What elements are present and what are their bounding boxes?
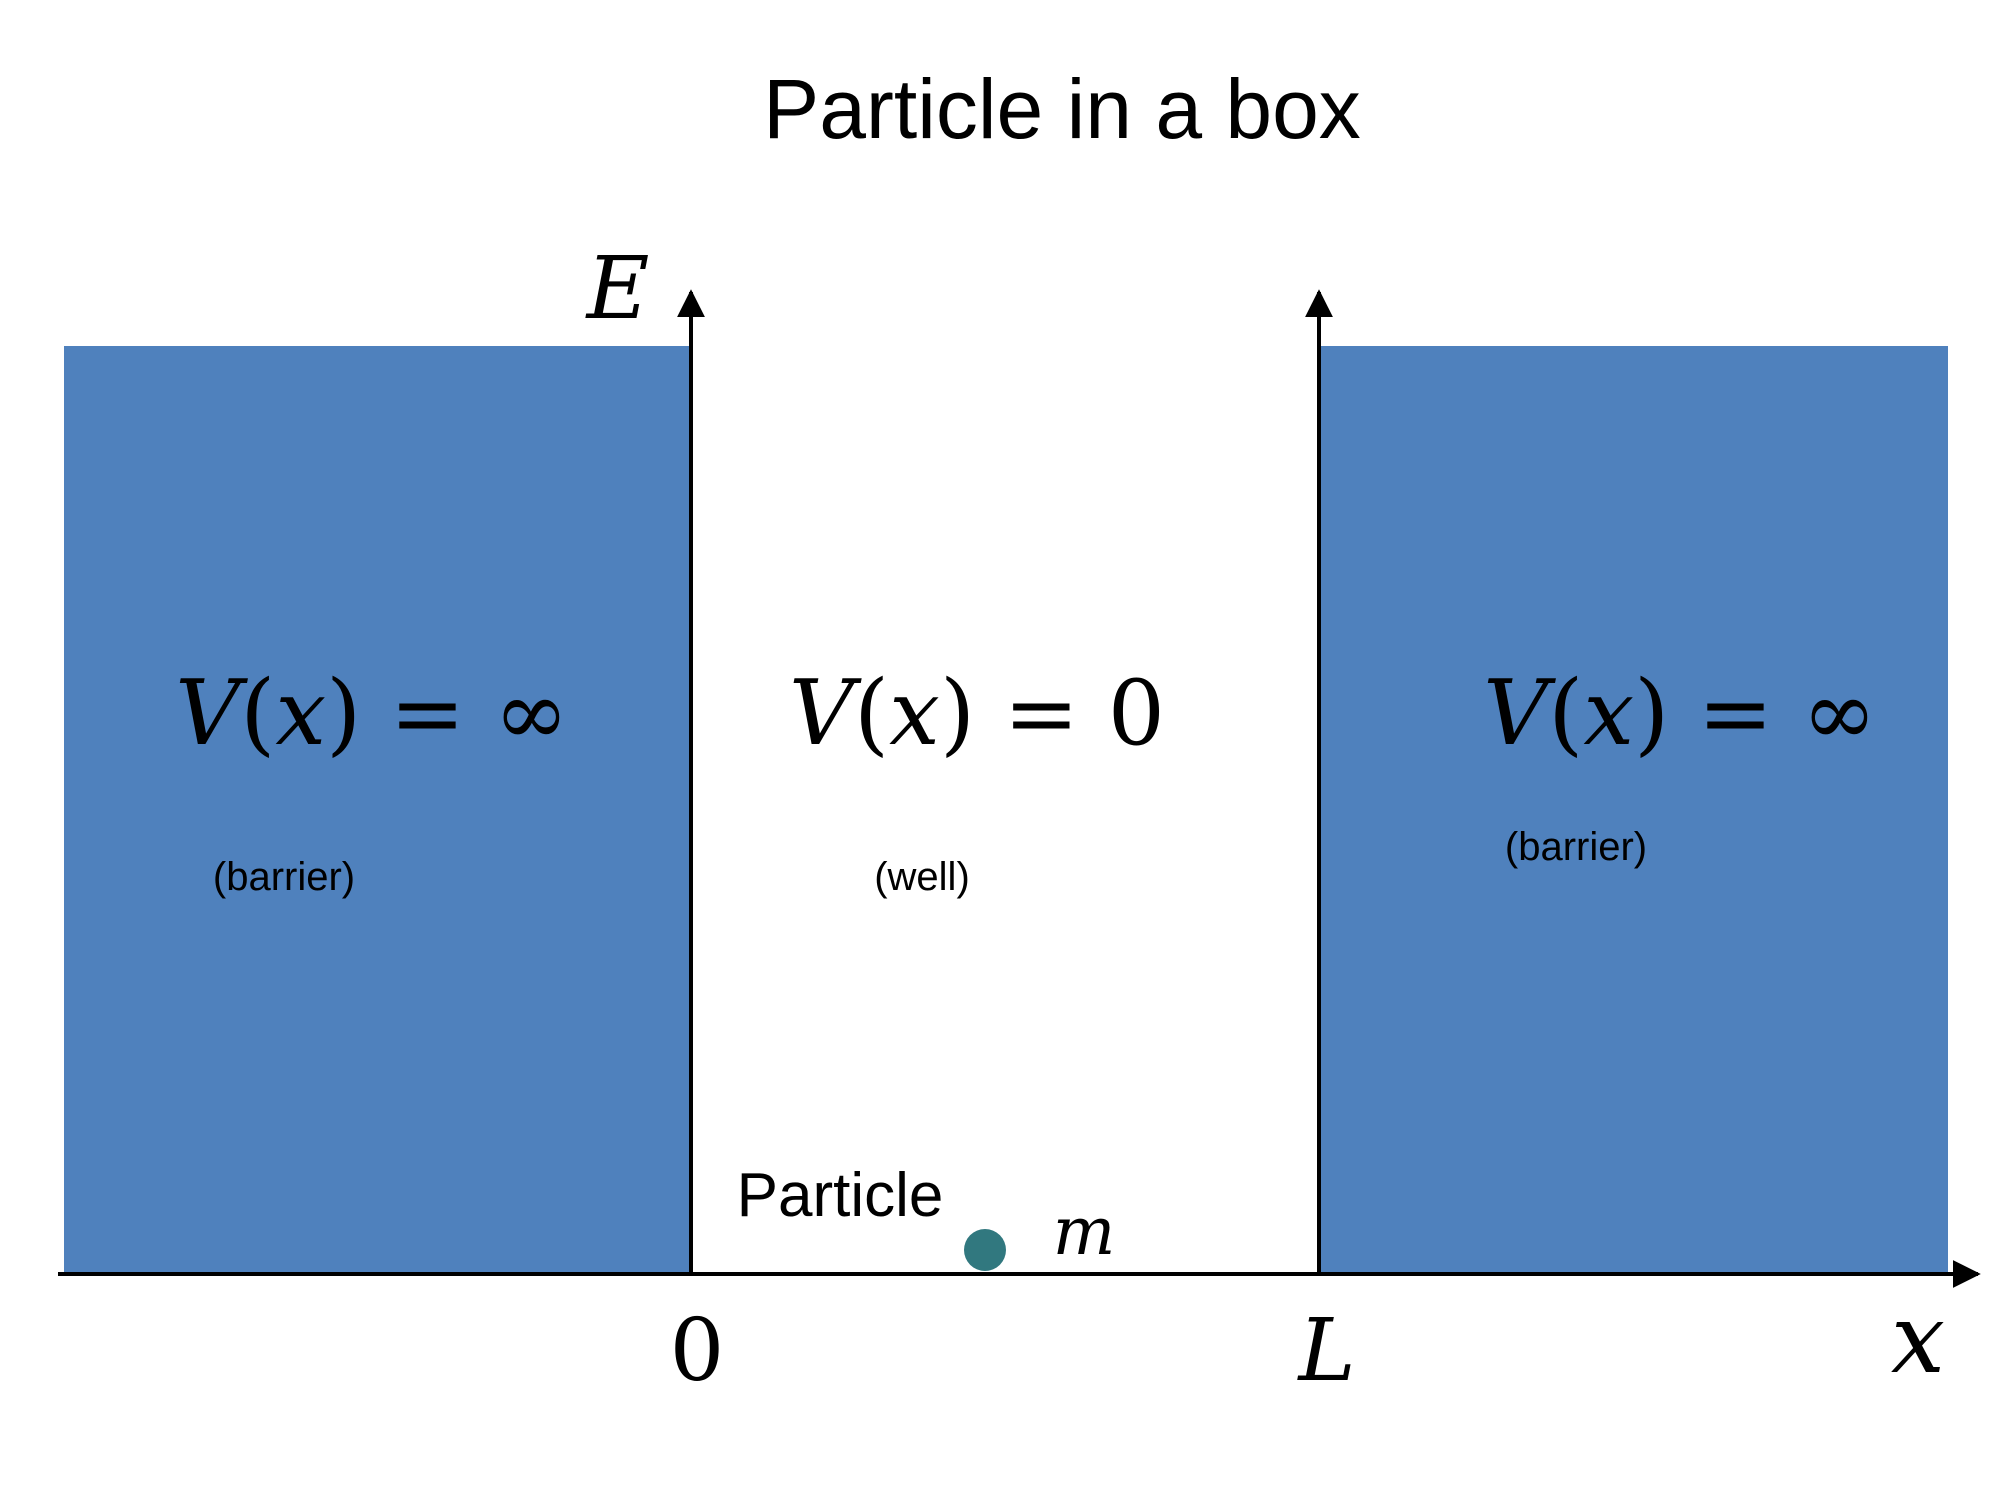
left-barrier-region: [64, 346, 691, 1274]
diagram-title: Particle in a box: [763, 62, 1361, 156]
right-barrier-region: [1321, 346, 1948, 1274]
position-axis-label: x: [1891, 1283, 1945, 1395]
particle-label: Particle: [737, 1161, 944, 1230]
right-barrier-potential: V(x) = ∞: [1483, 661, 1877, 766]
well-caption: (well): [874, 855, 970, 899]
left-barrier-potential: V(x) = ∞: [175, 661, 569, 766]
energy-axis-label: E: [585, 239, 650, 339]
tick-label-zero: 0: [670, 1301, 725, 1401]
right-barrier-caption: (barrier): [1505, 825, 1647, 869]
well-potential: V(x) = 0: [789, 661, 1165, 766]
tick-label-length: L: [1296, 1301, 1355, 1401]
particle-mass-symbol: m: [1053, 1193, 1116, 1270]
particle-dot: [964, 1229, 1006, 1271]
left-barrier-caption: (barrier): [213, 855, 355, 899]
